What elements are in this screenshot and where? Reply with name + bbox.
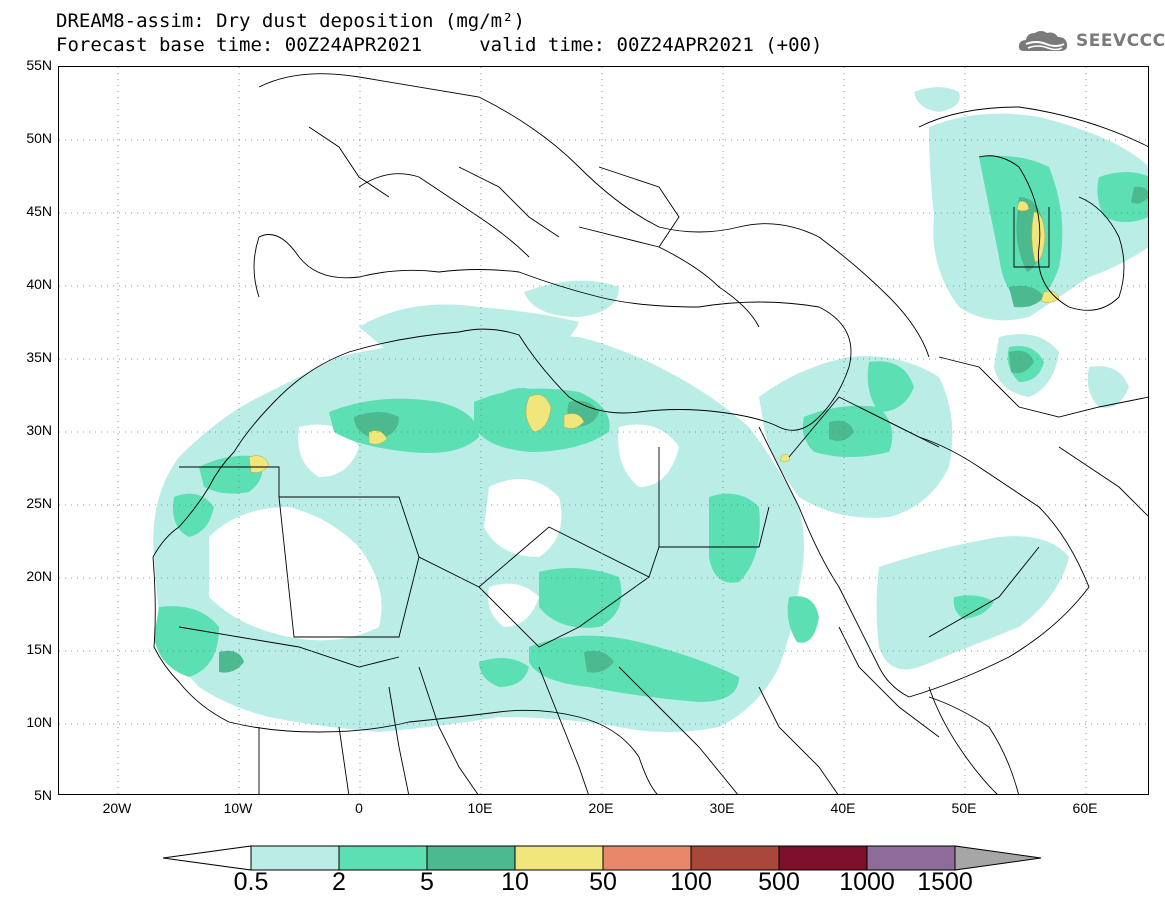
legend-label-50: 50 [589,868,617,896]
lon-label-10w: 10W [223,800,253,816]
lat-label-25n: 25N [26,495,52,511]
legend-colorbar [163,845,1042,871]
map-title: DREAM8-assim: Dry dust deposition (mg/m²… [56,10,525,32]
lon-label-40e: 40E [830,800,856,816]
legend-swatch-7 [778,845,868,871]
lon-label-60e: 60E [1072,800,1098,816]
map-panel [58,66,1149,795]
lat-label-15n: 15N [26,641,52,657]
dust-field-high [248,201,1060,473]
lat-label-55n: 55N [26,57,52,73]
map-subtitle-times: Forecast base time: 00Z24APR2021 valid t… [56,34,823,56]
legend-swatch-3 [426,845,516,871]
legend-swatch-8 [866,845,956,871]
lon-label-10e: 10E [467,800,493,816]
legend-label-10: 10 [501,868,529,896]
seevccc-logo: SEEVCCC [1016,25,1165,57]
legend-swatch-1 [250,845,340,871]
coastlines-and-borders [152,73,1148,794]
legend-label-0.5: 0.5 [233,868,269,896]
lon-label-20e: 20E [588,800,614,816]
lat-label-35n: 35N [26,349,52,365]
legend-label-2: 2 [332,868,346,896]
dust-field-gaps [209,424,679,641]
legend-swatch-below [163,845,252,871]
dust-field-medium [154,155,1148,702]
legend-swatch-5 [602,845,692,871]
lat-label-50n: 50N [26,130,52,146]
legend-label-100: 100 [670,868,712,896]
lon-label-20w: 20W [102,800,132,816]
dust-field-dense [219,186,1148,673]
legend-label-1500: 1500 [917,868,973,896]
dust-map [59,67,1148,794]
legend-swatch-2 [338,845,428,871]
legend-label-5: 5 [420,868,434,896]
lat-label-40n: 40N [26,276,52,292]
lon-label-50e: 50E [951,800,977,816]
lon-label-30e: 30E [709,800,735,816]
lat-label-5n: 5N [34,787,52,803]
legend-swatch-6 [690,845,780,871]
lon-label-0: 0 [355,800,363,816]
legend-label-500: 500 [758,868,800,896]
lat-label-45n: 45N [26,203,52,219]
legend-swatch-above [954,845,1042,871]
logo-text: SEEVCCC [1076,31,1165,51]
cloud-logo-icon [1018,31,1068,51]
legend-label-1000: 1000 [839,868,895,896]
lat-label-20n: 20N [26,568,52,584]
lat-label-30n: 30N [26,422,52,438]
legend-swatch-4 [514,845,604,871]
lat-label-10n: 10N [26,714,52,730]
